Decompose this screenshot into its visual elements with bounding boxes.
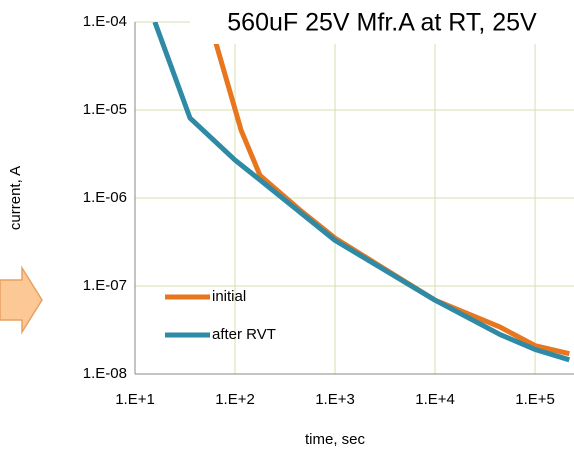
y-tick-label: 1.E-06 (83, 189, 127, 206)
x-tick-label: 1.E+5 (515, 391, 555, 408)
x-tick-label: 1.E+4 (415, 391, 455, 408)
legend-label: after RVT (212, 326, 276, 343)
plot-area: 1.E+1 1.E+2 1.E+3 1.E+4 1.E+5 1.E-08 1.E-07 1.E… (83, 13, 574, 408)
title-box (190, 2, 574, 44)
x-tick-label: 1.E+2 (215, 391, 255, 408)
chart-title: 560uF 25V Mfr.A at RT, 25V (227, 9, 537, 37)
series-line (207, 22, 570, 357)
y-axis-label: current, A (7, 166, 24, 230)
x-tick-label: 1.E+3 (315, 391, 355, 408)
y-tick-label: 1.E-07 (83, 277, 127, 294)
y-tick-label: 1.E-05 (83, 101, 127, 118)
y-tick-label: 1.E-04 (83, 13, 127, 30)
y-tick-label: 1.E-08 (83, 365, 127, 382)
legend-label: initial (212, 288, 246, 305)
x-axis-label: time, sec (305, 431, 366, 448)
x-tick-label: 1.E+1 (115, 391, 155, 408)
series-line (152, 22, 571, 363)
arrow-decoration (0, 265, 43, 335)
